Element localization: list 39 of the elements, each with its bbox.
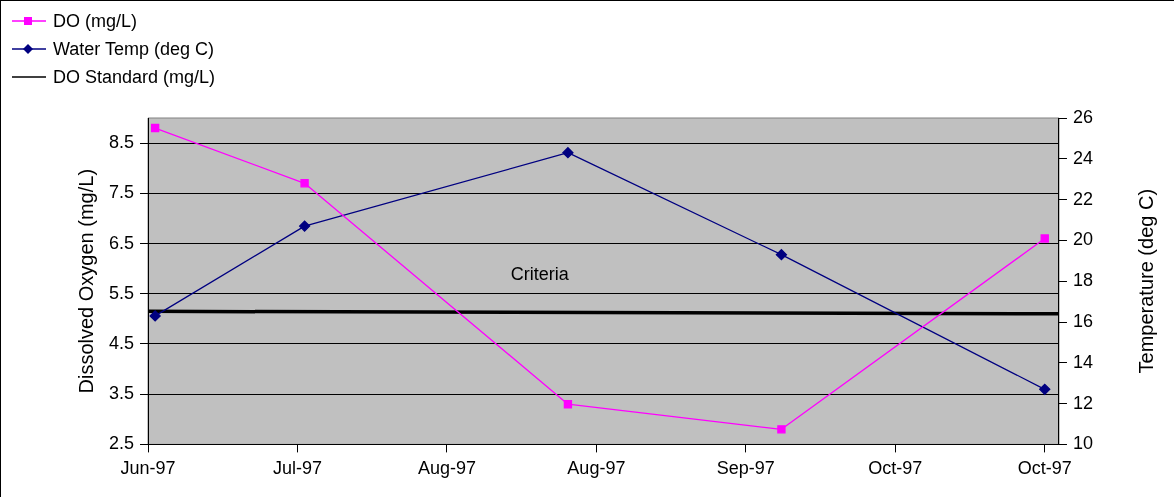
point (149, 310, 161, 322)
y-tick-label: 6.5 (108, 232, 135, 253)
x-tick-label: Jul-97 (272, 458, 322, 479)
point (563, 400, 573, 409)
legend-label: DO Standard (mg/L) (53, 66, 216, 89)
point (298, 220, 311, 232)
legend-label: DO (mg/L) (53, 10, 138, 33)
point (1039, 383, 1051, 395)
x-tick-label: Sep-97 (716, 458, 775, 479)
y2-axis-title: Temperature (deg C) (1134, 188, 1157, 374)
y2-tick-label: 24 (1072, 147, 1094, 168)
y-tick-label: 8.5 (108, 132, 135, 153)
annotation: Criteria (510, 264, 570, 285)
y-tick-label: 2.5 (108, 433, 135, 454)
legend-label: Water Temp (deg C) (53, 38, 215, 61)
y2-tick-label: 16 (1072, 310, 1094, 331)
y2-tick-label: 10 (1072, 433, 1094, 454)
x-tick-label: Oct-97 (1017, 458, 1072, 479)
x-tick-label: Oct-97 (868, 458, 923, 479)
x-tick-label: Aug-97 (567, 458, 626, 479)
y2-tick-label: 12 (1072, 392, 1094, 413)
y-tick-label: 3.5 (108, 383, 135, 404)
x-tick-label: Aug-97 (417, 458, 476, 479)
y-axis-title: Dissolved Oxygen (mg/L) (74, 168, 97, 394)
point (775, 249, 788, 261)
y2-tick-label: 20 (1072, 229, 1094, 250)
y-tick-label: 4.5 (108, 332, 135, 353)
point (300, 179, 309, 188)
y2-tick-label: 22 (1072, 188, 1094, 209)
point (562, 147, 574, 159)
y2-tick-label: 18 (1072, 270, 1094, 291)
point (777, 425, 786, 434)
x-tick-label: Jun-97 (120, 458, 176, 479)
y2-tick-label: 26 (1072, 106, 1094, 127)
y-tick-label: 5.5 (108, 282, 135, 303)
point (1040, 234, 1049, 243)
point (150, 123, 160, 133)
y-tick-label: 7.5 (108, 182, 135, 203)
y2-tick-label: 14 (1072, 351, 1094, 372)
